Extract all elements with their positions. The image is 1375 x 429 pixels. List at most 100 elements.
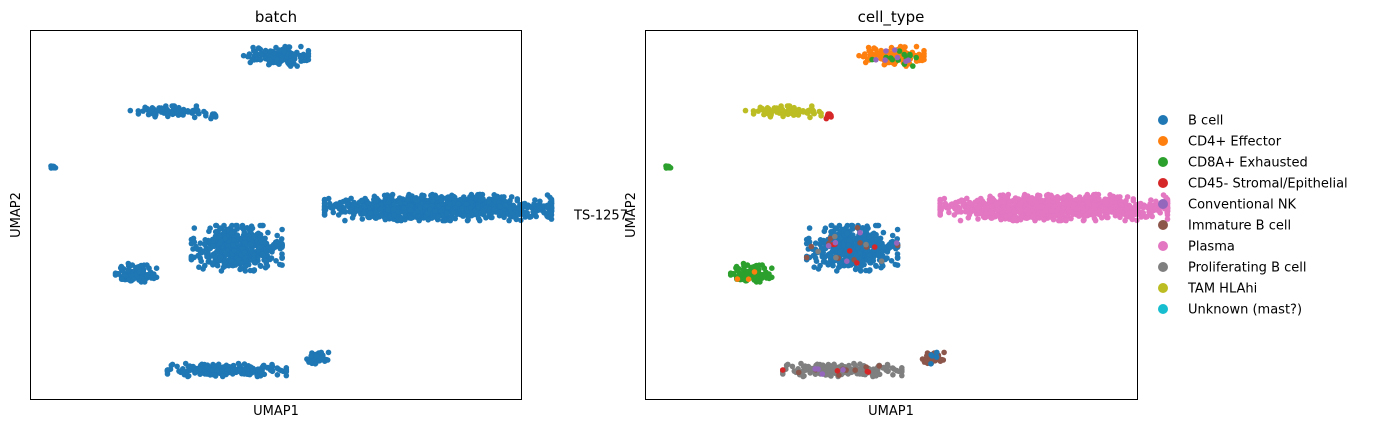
scatter-point: [348, 207, 355, 213]
scatter-point: [197, 366, 203, 372]
scatter-point: [250, 234, 257, 240]
scatter-point: [298, 43, 304, 50]
scatter-point: [234, 222, 240, 229]
scatter-point: [396, 216, 403, 222]
scatter-point: [740, 260, 747, 267]
scatter-point: [391, 211, 397, 218]
scatter-point: [795, 369, 802, 376]
scatter-point: [811, 264, 817, 271]
scatter-point: [204, 371, 210, 377]
legend-marker: [1158, 304, 1168, 314]
scatter-point: [214, 262, 221, 269]
cell-type-title: cell_type: [858, 8, 925, 27]
scatter-point: [396, 199, 403, 206]
scatter-point: [377, 206, 384, 213]
scatter-point: [837, 249, 843, 255]
scatter-point: [873, 369, 879, 376]
scatter-point: [483, 215, 489, 221]
scatter-point: [438, 197, 444, 204]
scatter-point: [365, 200, 372, 206]
scatter-point: [832, 239, 839, 246]
scatter-point: [964, 207, 970, 213]
scatter-point: [130, 276, 137, 283]
scatter-point: [1084, 191, 1091, 198]
scatter-point: [185, 108, 191, 114]
scatter-point: [815, 266, 822, 272]
scatter-point: [813, 258, 820, 265]
scatter-point: [312, 361, 319, 367]
scatter-point: [402, 216, 408, 223]
scatter-point: [250, 44, 256, 51]
batch-legend: TS-1257: [544, 209, 628, 224]
scatter-point: [880, 263, 886, 269]
scatter-point: [278, 236, 285, 242]
scatter-point: [273, 258, 279, 264]
scatter-point: [164, 371, 171, 377]
scatter-point: [476, 193, 482, 200]
scatter-point: [351, 199, 357, 206]
scatter-point: [882, 57, 888, 63]
scatter-point: [336, 206, 343, 212]
scatter-point: [872, 222, 879, 229]
scatter-point: [191, 239, 198, 245]
scatter-point: [197, 371, 203, 378]
scatter-point: [241, 240, 248, 246]
scatter-point: [344, 201, 351, 208]
scatter-point: [993, 212, 1000, 218]
scatter-point: [779, 106, 785, 113]
scatter-point: [863, 364, 869, 370]
scatter-point: [217, 239, 223, 246]
scatter-point: [952, 206, 958, 212]
scatter-point: [821, 228, 828, 235]
scatter-point: [395, 209, 402, 215]
scatter-point: [387, 194, 394, 201]
scatter-point: [1042, 206, 1049, 213]
scatter-point: [221, 249, 228, 255]
scatter-point: [228, 258, 235, 265]
scatter-point: [385, 207, 392, 213]
scatter-point: [880, 229, 887, 236]
scatter-point: [921, 56, 927, 63]
scatter-point: [896, 48, 903, 54]
scatter-point: [269, 249, 275, 255]
scatter-point: [866, 234, 872, 240]
scatter-point: [1163, 194, 1169, 201]
scatter-point: [1091, 193, 1098, 200]
scatter-point: [269, 368, 276, 375]
scatter-point: [324, 357, 331, 363]
legend-marker: [1158, 178, 1168, 188]
scatter-point: [373, 203, 380, 209]
scatter-point: [852, 367, 858, 374]
scatter-point: [1061, 194, 1067, 200]
scatter-point: [1057, 217, 1064, 224]
scatter-point: [798, 360, 804, 367]
scatter-point: [1032, 204, 1039, 211]
scatter-point: [928, 352, 934, 358]
scatter-point: [780, 371, 786, 377]
scatter-point: [857, 229, 863, 236]
scatter-point: [206, 228, 212, 235]
scatter-point: [265, 244, 272, 250]
scatter-point: [1147, 201, 1153, 207]
scatter-point: [325, 349, 332, 356]
scatter-point: [238, 265, 244, 271]
scatter-point: [780, 113, 786, 120]
scatter-point: [828, 373, 834, 379]
scatter-point: [894, 54, 901, 61]
scatter-point: [326, 200, 333, 207]
scatter-point: [875, 251, 881, 258]
scatter-point: [1017, 216, 1024, 223]
scatter-point: [516, 204, 522, 211]
scatter-point: [281, 48, 287, 54]
cell-type-axes-frame: [645, 30, 1138, 400]
scatter-point: [923, 359, 929, 365]
scatter-point: [840, 367, 846, 373]
scatter-point: [857, 361, 863, 367]
scatter-point: [1134, 217, 1140, 224]
scatter-point: [307, 359, 314, 365]
scatter-point: [806, 239, 813, 245]
legend-label: CD8A+ Exhausted: [1188, 156, 1308, 171]
scatter-point: [176, 107, 182, 114]
scatter-point: [255, 45, 262, 51]
scatter-point: [834, 368, 841, 374]
